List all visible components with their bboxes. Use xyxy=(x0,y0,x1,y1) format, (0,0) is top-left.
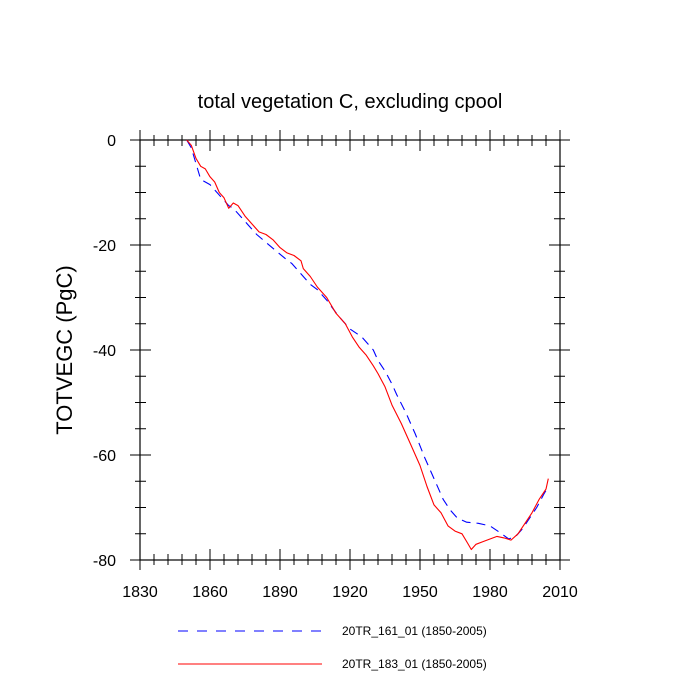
y-tick-label: -20 xyxy=(93,238,116,255)
x-tick-label: 1980 xyxy=(472,584,508,601)
y-tick-label: -60 xyxy=(93,448,116,465)
y-axis-label: TOTVEGC (PgC) xyxy=(52,265,77,435)
x-tick-label: 1920 xyxy=(332,584,368,601)
series-line-2 xyxy=(186,139,549,551)
x-tick-label: 1860 xyxy=(192,584,228,601)
x-tick-label: 2010 xyxy=(542,584,578,601)
y-tick-label: -80 xyxy=(93,553,116,570)
x-tick-label: 1890 xyxy=(262,584,298,601)
series-layer xyxy=(186,139,549,551)
x-tick-label: 1830 xyxy=(122,584,158,601)
legend: 20TR_161_01 (1850-2005) 20TR_183_01 (185… xyxy=(178,624,487,671)
series-line-1 xyxy=(186,139,549,540)
x-tick-label: 1950 xyxy=(402,584,438,601)
plot-frame xyxy=(139,139,561,561)
legend-label-series-1: 20TR_161_01 (1850-2005) xyxy=(342,624,487,638)
y-tick-label: 0 xyxy=(107,133,116,150)
y-tick-label: -40 xyxy=(93,343,116,360)
chart-title: total vegetation C, excluding cpool xyxy=(198,91,503,113)
ticks-layer: 1830 1860 1890 1920 1950 1980 2010 0 -20 -40 -60 -8… xyxy=(93,130,578,601)
legend-label-series-2: 20TR_183_01 (1850-2005) xyxy=(342,657,487,671)
